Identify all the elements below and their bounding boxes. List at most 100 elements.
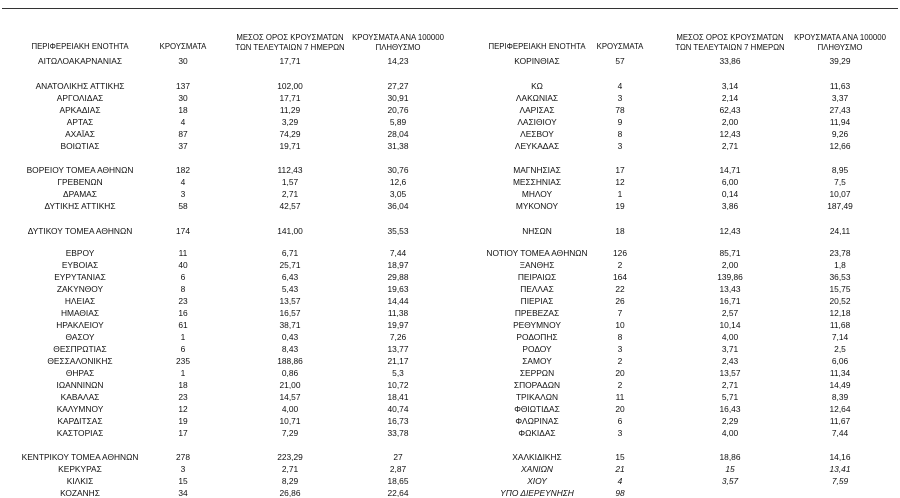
cell-value: 14,71 — [719, 165, 741, 175]
region-name: ΦΛΩΡΙΝΑΣ — [515, 416, 559, 426]
cell-value: 0,86 — [281, 368, 299, 378]
region-name: ΜΥΚΟΝΟΥ — [515, 201, 559, 211]
cell-value: 40 — [178, 260, 188, 270]
column-header: ΚΡΟΥΣΜΑΤΑ ΑΝΑ 100000 ΠΛΗΘΥΣΜΟ — [794, 33, 886, 52]
cell-value: 11,63 — [829, 81, 851, 91]
cell-value: 6,00 — [721, 177, 739, 187]
cell-value: 10 — [615, 320, 625, 330]
cell-value: 16 — [178, 308, 188, 318]
cell-value: 19,71 — [279, 141, 301, 151]
cell-value: 2,87 — [389, 464, 407, 474]
cell-value: 18 — [615, 226, 625, 236]
top-rule — [2, 8, 898, 9]
region-name: ΛΕΣΒΟΥ — [520, 129, 554, 139]
region-name: ΘΕΣΠΡΩΤΙΑΣ — [53, 344, 107, 354]
region-name: ΜΕΣΣΗΝΙΑΣ — [512, 177, 562, 187]
cell-value: 12,18 — [829, 308, 851, 318]
cell-value: 18,97 — [387, 260, 409, 270]
cell-value: 10,07 — [829, 189, 851, 199]
cell-value: 37 — [178, 141, 188, 151]
region-name: ΚΩ — [531, 81, 543, 91]
cell-value: 139,86 — [717, 272, 743, 282]
cell-value: 5,43 — [281, 284, 299, 294]
cell-value: 7,44 — [831, 428, 849, 438]
region-name: ΡΟΔΟΥ — [522, 344, 552, 354]
region-name: ΓΡΕΒΕΝΩΝ — [57, 177, 103, 187]
cell-value: 61 — [178, 320, 188, 330]
region-name: ΕΥΡΥΤΑΝΙΑΣ — [54, 272, 106, 282]
cell-value: 15 — [725, 464, 735, 474]
cell-value: 18,86 — [719, 452, 741, 462]
region-name: ΜΑΓΝΗΣΙΑΣ — [513, 165, 561, 175]
region-name: ΑΝΑΤΟΛΙΚΗΣ ΑΤΤΙΚΗΣ — [35, 81, 125, 91]
cell-value: 11,29 — [279, 105, 301, 115]
cell-value: 19,63 — [387, 284, 409, 294]
cell-value: 26,86 — [279, 488, 301, 498]
region-name: ΘΑΣΟΥ — [65, 332, 95, 342]
cell-value: 182 — [176, 165, 190, 175]
region-name: ΝΟΤΙΟΥ ΤΟΜΕΑ ΑΘΗΝΩΝ — [486, 248, 588, 258]
cell-value: 126 — [613, 248, 627, 258]
region-name: ΑΙΤΩΛΟΑΚΑΡΝΑΝΙΑΣ — [37, 56, 123, 66]
cell-value: 1,57 — [281, 177, 299, 187]
cell-value: 7,59 — [831, 476, 849, 486]
cell-value: 15 — [615, 452, 625, 462]
cell-value: 3 — [617, 428, 623, 438]
cell-value: 1 — [180, 368, 186, 378]
cell-value: 14,49 — [829, 380, 851, 390]
cell-value: 85,71 — [719, 248, 741, 258]
cell-value: 11,34 — [829, 368, 851, 378]
region-name: ΑΡΚΑΔΙΑΣ — [59, 105, 101, 115]
cell-value: 36,04 — [387, 201, 409, 211]
region-name: ΛΑΣΙΘΙΟΥ — [517, 117, 557, 127]
cell-value: 9,26 — [831, 129, 849, 139]
cell-value: 14,57 — [279, 392, 301, 402]
cell-value: 25,71 — [279, 260, 301, 270]
region-name: ΑΡΓΟΛΙΔΑΣ — [56, 93, 104, 103]
cell-value: 3,57 — [721, 476, 739, 486]
cell-value: 3,71 — [721, 344, 739, 354]
cell-value: 188,86 — [277, 356, 303, 366]
region-name: ΦΘΙΩΤΙΔΑΣ — [514, 404, 560, 414]
cell-value: 14,44 — [387, 296, 409, 306]
cell-value: 12,6 — [389, 177, 407, 187]
region-name: ΔΥΤΙΚΟΥ ΤΟΜΕΑ ΑΘΗΝΩΝ — [27, 226, 133, 236]
cell-value: 30,91 — [387, 93, 409, 103]
region-name: ΣΠΟΡΑΔΩΝ — [513, 380, 561, 390]
cell-value: 3,37 — [831, 93, 849, 103]
cell-value: 87 — [178, 129, 188, 139]
cell-value: 112,43 — [277, 165, 303, 175]
cell-value: 1 — [617, 189, 623, 199]
cell-value: 7 — [617, 308, 623, 318]
cell-value: 15,75 — [829, 284, 851, 294]
cell-value: 235 — [176, 356, 190, 366]
cell-value: 8,95 — [831, 165, 849, 175]
cell-value: 13,41 — [829, 464, 851, 474]
cell-value: 164 — [613, 272, 627, 282]
region-name: ΗΡΑΚΛΕΙΟΥ — [56, 320, 104, 330]
cell-value: 6 — [180, 344, 186, 354]
cell-value: 20,52 — [829, 296, 851, 306]
cell-value: 17,71 — [279, 56, 301, 66]
region-name: ΙΩΑΝΝΙΝΩΝ — [56, 380, 104, 390]
cell-value: 16,43 — [719, 404, 741, 414]
cell-value: 7,29 — [281, 428, 299, 438]
cell-value: 36,53 — [829, 272, 851, 282]
cell-value: 23,78 — [829, 248, 851, 258]
cell-value: 6,06 — [831, 356, 849, 366]
cell-value: 21,00 — [279, 380, 301, 390]
cell-value: 223,29 — [277, 452, 303, 462]
region-name: ΒΟΙΩΤΙΑΣ — [60, 141, 100, 151]
cell-value: 98 — [615, 488, 625, 498]
region-name: ΘΕΣΣΑΛΟΝΙΚΗΣ — [47, 356, 113, 366]
cell-value: 7,44 — [389, 248, 407, 258]
cell-value: 4 — [180, 117, 186, 127]
cell-value: 2,00 — [721, 260, 739, 270]
cell-value: 17 — [178, 428, 188, 438]
cell-value: 6,43 — [281, 272, 299, 282]
cell-value: 3 — [617, 93, 623, 103]
region-name: ΕΒΡΟΥ — [65, 248, 95, 258]
cell-value: 16,71 — [719, 296, 741, 306]
region-name: ΛΑΚΩΝΙΑΣ — [515, 93, 559, 103]
